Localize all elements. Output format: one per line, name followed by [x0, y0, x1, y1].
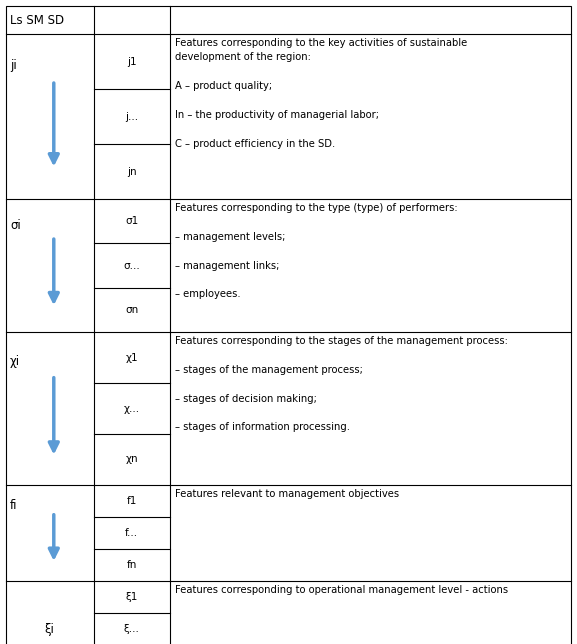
Text: Features corresponding to the key activities of sustainable
development of the r: Features corresponding to the key activi… [175, 38, 467, 149]
Text: j1: j1 [127, 57, 137, 66]
Text: σi: σi [10, 219, 21, 232]
Text: σn: σn [125, 305, 138, 315]
Text: χi: χi [10, 355, 20, 368]
Text: fi: fi [10, 499, 17, 513]
Text: ξ...: ξ... [124, 625, 140, 634]
Text: ji: ji [10, 59, 17, 71]
Text: χ1: χ1 [125, 352, 138, 363]
Text: jn: jn [127, 167, 137, 176]
Text: j...: j... [125, 111, 138, 122]
Text: Features relevant to management objectives: Features relevant to management objectiv… [175, 489, 399, 499]
Text: Ls SM SD: Ls SM SD [10, 14, 64, 26]
Text: χn: χn [125, 455, 138, 464]
Text: f...: f... [125, 528, 138, 538]
Text: ξi: ξi [45, 623, 55, 636]
Text: ξ1: ξ1 [126, 592, 138, 602]
Text: Features corresponding to the stages of the management process:

– stages of the: Features corresponding to the stages of … [175, 336, 508, 432]
Text: Features corresponding to operational management level - actions: Features corresponding to operational ma… [175, 585, 508, 595]
Text: Features corresponding to the type (type) of performers:

– management levels;

: Features corresponding to the type (type… [175, 203, 458, 299]
Text: σ1: σ1 [125, 216, 138, 226]
Text: f1: f1 [126, 496, 137, 506]
Text: χ...: χ... [123, 404, 140, 413]
Text: fn: fn [126, 560, 137, 570]
Text: σ...: σ... [123, 261, 140, 270]
